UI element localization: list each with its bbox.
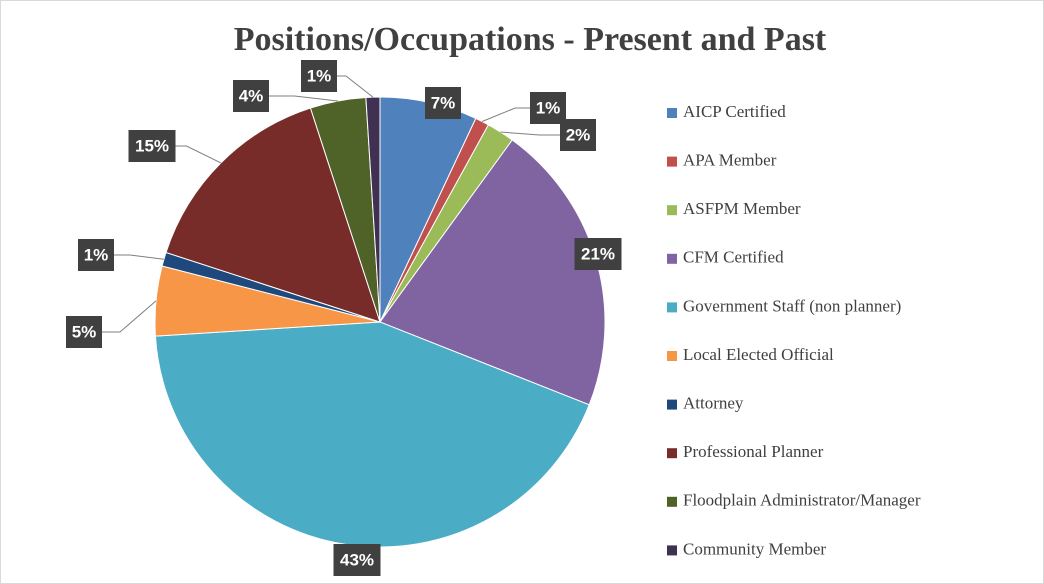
legend-text: APA Member bbox=[683, 151, 777, 170]
data-label: 5% bbox=[72, 322, 97, 341]
legend-swatch bbox=[667, 545, 677, 556]
data-label: 43% bbox=[340, 550, 374, 569]
legend-swatch bbox=[667, 253, 677, 264]
data-label: 1% bbox=[84, 245, 109, 264]
legend-text: AICP Certified bbox=[683, 102, 786, 121]
data-label: 2% bbox=[566, 125, 591, 144]
data-label-box bbox=[560, 119, 596, 151]
data-label: 21% bbox=[581, 244, 615, 263]
legend-swatch bbox=[667, 156, 677, 167]
data-label-box bbox=[66, 316, 102, 348]
legend-swatch bbox=[667, 108, 677, 118]
legend-swatch bbox=[667, 448, 677, 459]
data-label: 15% bbox=[135, 136, 169, 155]
legend-text: ASFPM Member bbox=[683, 199, 801, 218]
legend-text: Floodplain Administrator/Manager bbox=[683, 491, 921, 510]
data-label: 7% bbox=[431, 93, 456, 112]
legend-swatch bbox=[667, 399, 677, 410]
chart-title: Positions/Occupations - Present and Past bbox=[234, 21, 827, 58]
data-label-box bbox=[425, 87, 461, 119]
legend-text: Professional Planner bbox=[683, 442, 824, 461]
legend-swatch bbox=[667, 302, 677, 313]
legend-text: Attorney bbox=[683, 394, 744, 413]
legend-swatch bbox=[667, 351, 677, 361]
legend-swatch bbox=[667, 496, 677, 507]
legend-text: Community Member bbox=[683, 539, 826, 558]
data-label: 4% bbox=[239, 86, 264, 105]
data-label-box bbox=[574, 238, 622, 270]
data-label-box bbox=[333, 544, 381, 576]
legend-swatch bbox=[667, 205, 677, 216]
data-label-box bbox=[301, 60, 337, 92]
data-label-box bbox=[78, 239, 114, 271]
legend-text: CFM Certified bbox=[683, 248, 784, 267]
legend-text: Local Elected Official bbox=[683, 345, 834, 364]
data-label: 1% bbox=[536, 98, 561, 117]
pie-slice bbox=[165, 107, 381, 323]
data-label-box bbox=[128, 130, 176, 162]
legend-text: Government Staff (non planner) bbox=[683, 296, 901, 315]
data-label: 1% bbox=[307, 66, 332, 85]
data-label-box bbox=[233, 80, 269, 112]
data-label-box bbox=[530, 92, 566, 124]
